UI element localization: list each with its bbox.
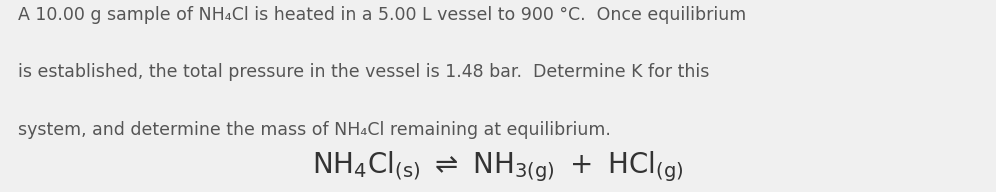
Text: system, and determine the mass of NH₄Cl remaining at equilibrium.: system, and determine the mass of NH₄Cl … xyxy=(18,121,611,139)
Text: $\mathrm{NH_4Cl_{(s)}\ \rightleftharpoons\ NH_{3(g)}\ +\ HCl_{(g)}}$: $\mathrm{NH_4Cl_{(s)}\ \rightleftharpoon… xyxy=(313,150,683,184)
Text: is established, the total pressure in the vessel is 1.48 bar.  Determine K for t: is established, the total pressure in th… xyxy=(18,63,709,81)
Text: A 10.00 g sample of NH₄Cl is heated in a 5.00 L vessel to 900 °C.  Once equilibr: A 10.00 g sample of NH₄Cl is heated in a… xyxy=(18,6,746,24)
